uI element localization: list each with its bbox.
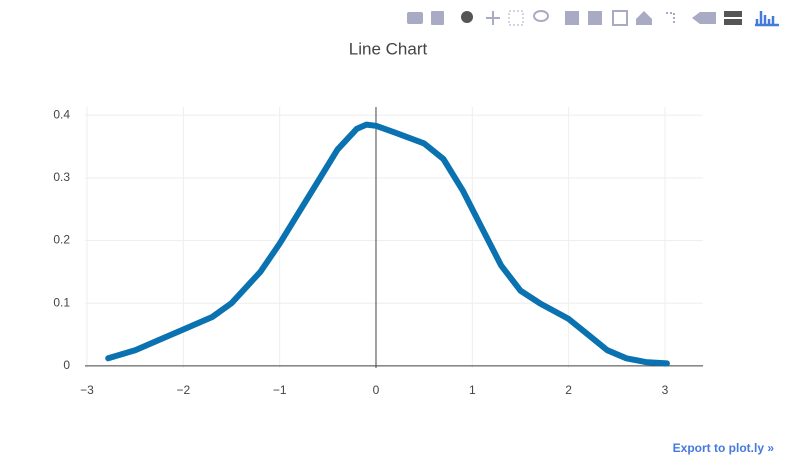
x-tick-label: 2 [565,383,572,397]
pan-icon[interactable] [486,11,500,25]
autoscale-icon[interactable] [612,10,628,26]
x-tick-label: 3 [662,383,669,397]
export-link[interactable]: Export to plot.ly » [673,441,775,455]
camera-icon[interactable] [407,12,423,24]
spike-icon[interactable] [666,12,675,25]
y-tick-label: 0.2 [53,233,70,247]
x-tick-label: 0 [373,383,380,397]
x-tick-label: −2 [177,383,191,397]
lasso-icon[interactable] [533,10,549,22]
plotly-logo[interactable] [755,11,779,27]
y-tick-label: 0.3 [53,170,70,184]
hover-compare-icon[interactable] [724,11,742,17]
zoom-in-icon[interactable] [565,11,579,25]
save-icon[interactable] [431,11,444,25]
chart-title: Line Chart [349,39,428,58]
hover-closest-icon[interactable] [692,12,716,24]
zoom-icon[interactable] [461,11,473,23]
x-tick-label: 1 [469,383,476,397]
reset-icon[interactable] [636,11,652,25]
hover-compare-icon[interactable] [724,19,742,25]
x-tick-label: −3 [80,383,94,397]
y-tick-label: 0 [63,358,70,372]
modebar [407,10,779,27]
line-series [105,121,670,367]
y-tick-label: 0.4 [53,107,70,121]
x-tick-label: −1 [273,383,287,397]
box-select-icon[interactable] [508,10,524,26]
zoom-out-icon[interactable] [588,11,602,25]
y-tick-label: 0.1 [53,295,70,309]
